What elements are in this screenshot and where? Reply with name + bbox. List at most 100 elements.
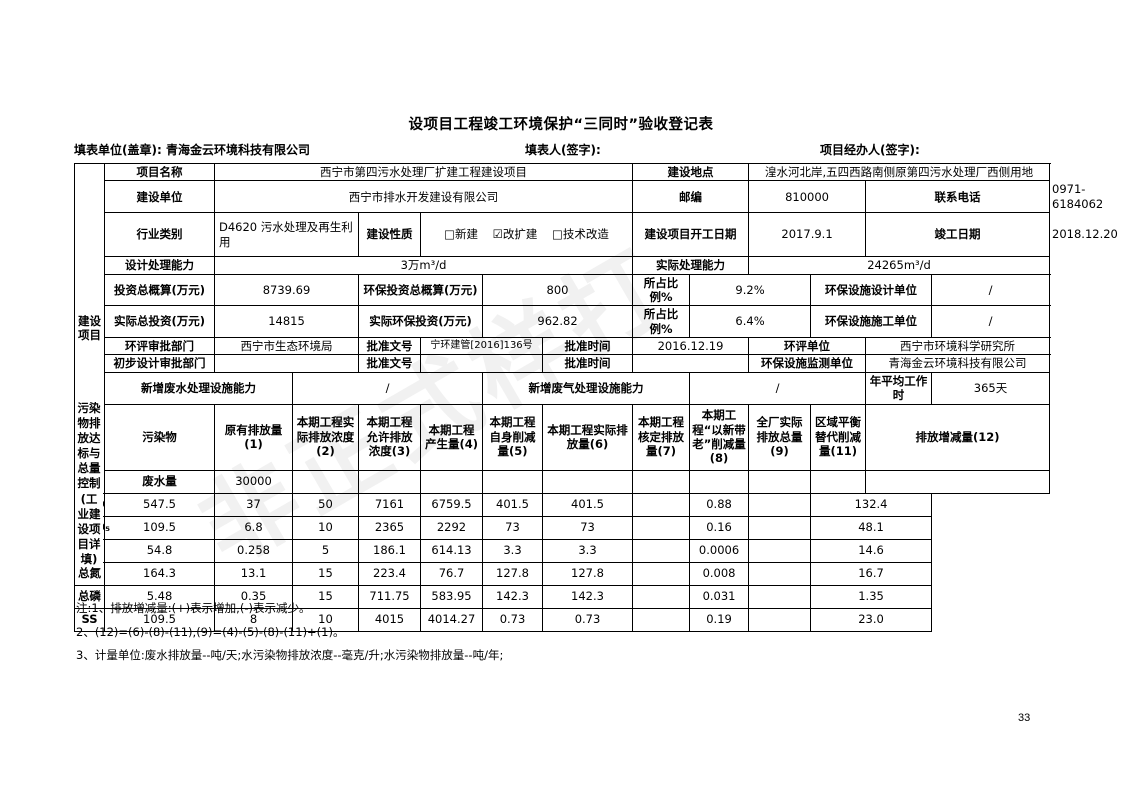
pollutant-plant-total xyxy=(748,469,812,494)
page-title: 设项目工程竣工环境保护“三同时”验收登记表 xyxy=(408,117,714,133)
prelim-doc-label: 批准文号 xyxy=(358,354,421,373)
pollutant-conc-actual: 0.258 xyxy=(214,538,293,563)
pollutant-actual-emission: 73 xyxy=(482,515,543,540)
actual-total-value: 14815 xyxy=(214,305,359,338)
pollutant-self-reduced: 76.7 xyxy=(420,561,483,586)
pollutant-generated: 223.4 xyxy=(358,561,421,586)
nature-options-group[interactable]: □新建 ☑改扩建 □技术改造 xyxy=(419,212,634,258)
table-row-project-name: 建设项目 项目名称 西宁市第四污水处理厂扩建工程建设项目 建设地点 湟水河北岸,… xyxy=(74,162,1051,494)
pollutant-conc-actual xyxy=(292,469,359,494)
pollutant-region-offset xyxy=(748,607,812,632)
pollutant-self-reduced: 6759.5 xyxy=(420,492,483,517)
pollutant-name: 总磷 xyxy=(74,584,105,609)
pollutant-plant-total: 0.008 xyxy=(689,561,750,586)
section-label-pollutant-control-wrapper: 污染物排放达标与总量控制(工业建设项目详填) xyxy=(74,373,104,595)
complete-date-label: 竣工日期 xyxy=(865,212,1051,258)
pollutant-actual-emission: 0.73 xyxy=(482,607,543,632)
industry-label: 行业类别 xyxy=(104,212,215,258)
pollutant-header-self-reduced: 本期工程自身削减量(5) xyxy=(482,403,543,471)
pollutant-generated xyxy=(420,469,483,494)
start-date-label: 建设项目开工日期 xyxy=(632,212,750,258)
table-row-actual-investment: 实际总投资(万元) 14815 实际环保投资(万元) 962.82 所占比例% … xyxy=(75,305,1051,338)
pollutant-old-reduced xyxy=(632,584,691,609)
registration-form-table: 建设项目 项目名称 西宁市第四污水处理厂扩建工程建设项目 建设地点 湟水河北岸,… xyxy=(74,162,1118,632)
pollutant-old-reduced xyxy=(632,492,691,517)
actual-env-label: 实际环保投资(万元) xyxy=(358,305,483,338)
eia-approve-dept-value: 西宁市生态环境局 xyxy=(214,336,359,356)
table-row-budget: 投资总概算(万元) 8739.69 环保投资总概算(万元) 800 所占比例% … xyxy=(75,273,1051,307)
table-row-new-facilities: 新增废水处理设施能力 / 新增废气处理设施能力 / 年平均工作时 365天 xyxy=(75,371,1051,405)
actual-total-label: 实际总投资(万元) xyxy=(104,305,215,338)
pollutant-conc-allowed: 10 xyxy=(292,515,359,540)
pollutant-header-old-reduced: 本期工程“以新带老”削减量(8) xyxy=(689,403,750,471)
pollutant-conc-allowed: 5 xyxy=(292,538,359,563)
pollutant-header-change: 排放增减量(12) xyxy=(865,403,1051,471)
actual-capacity-value: 24265m³/d xyxy=(748,256,1051,275)
pollutant-region-offset xyxy=(748,492,812,517)
prelim-time-value xyxy=(632,354,750,373)
env-build-unit-label: 环保设施施工单位 xyxy=(810,305,933,338)
site-label: 建设地点 xyxy=(632,162,750,182)
pollutant-generated: 7161 xyxy=(358,492,421,517)
pollutant-old-reduced xyxy=(632,538,691,563)
pollutant-self-reduced: 4014.27 xyxy=(420,607,483,632)
pollutant-region-offset xyxy=(748,538,812,563)
new-wastewater-value: / xyxy=(292,371,483,405)
pollutant-original: 109.5 xyxy=(104,515,215,540)
pollutant-header-region-offset: 区域平衡替代削减量(11) xyxy=(810,403,867,471)
pollutant-name: SS xyxy=(74,607,105,632)
project-name-value: 西宁市第四污水处理厂扩建工程建设项目 xyxy=(213,162,634,182)
pollutant-header-approved-emission: 本期工程核定排放量(7) xyxy=(632,403,691,471)
filler-person-label: 填表人(签字): xyxy=(525,143,601,157)
pollutant-plant-total: 0.031 xyxy=(689,584,750,609)
pollutant-actual-emission: 142.3 xyxy=(482,584,543,609)
checkbox-option-tech-reform[interactable]: □技术改造 xyxy=(552,227,609,242)
pollutant-original: 30000 xyxy=(214,469,293,494)
eia-unit-label: 环评单位 xyxy=(748,336,867,356)
env-monitor-unit-label: 环保设施监测单位 xyxy=(748,354,867,373)
table-row-eia-approval: 环评审批部门 西宁市生态环境局 批准文号 宁环建管[2016]136号 批准时间… xyxy=(75,336,1051,356)
pollutant-conc-allowed: 50 xyxy=(292,492,359,517)
actual-capacity-label: 实际处理能力 xyxy=(632,256,750,275)
pollutant-original: 164.3 xyxy=(104,561,215,586)
pollutant-approved-emission: 127.8 xyxy=(541,561,634,586)
pollutant-approved-emission: 73 xyxy=(541,515,634,540)
pollutant-conc-actual: 37 xyxy=(214,492,293,517)
table-row: 氨氮 54.8 0.258 5 186.1 614.13 3.3 3.3 0.0… xyxy=(74,538,1050,563)
pollutant-original: 5.48 xyxy=(104,584,215,609)
pollutant-old-reduced xyxy=(689,469,750,494)
pollutant-conc-actual: 13.1 xyxy=(214,561,293,586)
pollutant-approved-emission: 142.3 xyxy=(541,584,634,609)
env-design-unit-label: 环保设施设计单位 xyxy=(810,273,933,307)
pollutant-actual-emission: 127.8 xyxy=(482,561,543,586)
env-budget-value: 800 xyxy=(481,273,634,307)
pollutant-approved-emission: 401.5 xyxy=(541,492,634,517)
env-budget-label: 环保投资总概算(万元) xyxy=(358,273,483,307)
pollutant-original: 54.8 xyxy=(104,538,215,563)
actual-env-value: 962.82 xyxy=(481,305,634,338)
approve-time-label: 批准时间 xyxy=(541,336,634,356)
pollutant-region-offset xyxy=(810,469,867,494)
pollutant-change: 23.0 xyxy=(810,607,933,632)
pollutant-original: 109.5 xyxy=(104,607,215,632)
pollutant-self-reduced xyxy=(482,469,543,494)
new-waste-gas-value: / xyxy=(689,371,867,405)
checkbox-option-expansion[interactable]: ☑改扩建 xyxy=(492,227,538,242)
annual-hours-label: 年平均工作时 xyxy=(865,371,933,405)
pollutant-conc-actual: 6.8 xyxy=(214,515,293,540)
table-row: 总氮 164.3 13.1 15 223.4 76.7 127.8 127.8 … xyxy=(74,561,1050,586)
pollutant-header-conc-actual: 本期工程实际排放浓度(2) xyxy=(292,403,359,471)
table-row: 废水量 30000 xyxy=(75,469,1051,494)
build-unit-label: 建设单位 xyxy=(104,180,215,214)
project-handler-label: 项目经办人(签字): xyxy=(820,143,920,157)
project-name-label: 项目名称 xyxy=(104,162,215,182)
build-unit-value: 西宁市排水开发建设有限公司 xyxy=(213,180,634,214)
approve-time-value: 2016.12.19 xyxy=(632,336,750,356)
table-row: SS 109.5 8 10 4015 4014.27 0.73 0.73 0.1… xyxy=(74,607,1050,632)
checkbox-option-new[interactable]: □新建 xyxy=(444,227,478,242)
pollutant-plant-total: 0.0006 xyxy=(689,538,750,563)
table-row-build-unit: 建设单位 西宁市排水开发建设有限公司 邮编 810000 联系电话 0971-6… xyxy=(75,180,1103,214)
annual-hours-value: 365天 xyxy=(931,371,1051,405)
env-build-unit-value: / xyxy=(931,305,1051,338)
section-label-pollutant-control: 污染物排放达标与总量控制(工业建设项目详填) xyxy=(75,400,103,568)
